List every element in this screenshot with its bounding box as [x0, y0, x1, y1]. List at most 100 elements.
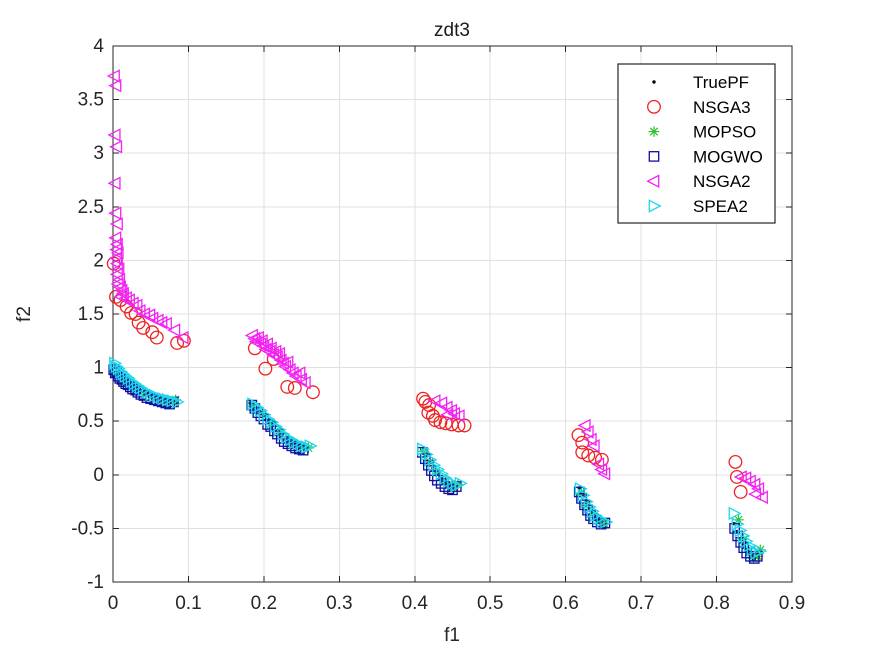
spea2-marker — [262, 412, 276, 426]
spea2-marker — [112, 361, 126, 376]
asterisk-arm — [734, 515, 743, 524]
y-axis-label: f2 — [14, 306, 35, 322]
spea2-marker — [115, 365, 129, 379]
y-tick-label: 1.5 — [78, 304, 104, 325]
nsga2-marker — [142, 308, 156, 322]
y-tick-label: 1 — [93, 358, 104, 379]
nsga3-marker — [433, 415, 448, 430]
nsga2-marker — [107, 176, 121, 190]
nsga3-marker — [728, 454, 743, 469]
x-tick-label: 0.7 — [628, 593, 654, 614]
nsga2-marker — [167, 323, 181, 337]
spea2-marker — [247, 397, 261, 411]
y-tick-label: 3 — [93, 143, 104, 164]
legend-marker-mogwo — [648, 151, 660, 162]
x-tick-label: 0.6 — [552, 593, 578, 614]
spea2-marker — [269, 419, 283, 434]
nsga2-marker — [110, 246, 124, 260]
legend-label-mogwo: MOGWO — [693, 147, 763, 166]
y-tick-label: 2.5 — [78, 197, 104, 218]
x-tick-label: 0.3 — [326, 593, 352, 614]
nsga3-marker — [575, 435, 590, 450]
nsga3-marker — [421, 405, 436, 420]
spea2-marker — [734, 523, 748, 538]
x-tick-label: 0.2 — [251, 593, 277, 614]
spea2-marker — [420, 447, 434, 462]
nsga2-marker — [175, 330, 189, 345]
legend-glyph-nsga2 — [646, 174, 660, 188]
nsga2-marker — [440, 407, 454, 422]
legend-label-nsga3: NSGA3 — [693, 98, 751, 117]
x-tick-label: 0 — [108, 593, 119, 614]
legend-label-mopso: MOPSO — [693, 123, 756, 142]
legend-box — [617, 63, 776, 224]
y-tick-label: 2 — [93, 250, 104, 271]
spea2-marker — [296, 439, 310, 453]
tick-label-layer: 0 0.1 0.2 0.3 0.4 0.5 0.6 0.7 0.8 0.9 -1 -0.5 0 0.5 1 1… — [71, 36, 805, 614]
nsga2-marker — [112, 272, 126, 287]
spea2-marker — [110, 359, 124, 374]
legend-marker-spea2 — [648, 199, 662, 213]
spea2-marker — [416, 442, 431, 456]
y-tick-label: 0 — [93, 465, 104, 486]
nsga3-marker — [305, 385, 320, 400]
nsga3-marker — [136, 320, 151, 335]
nsga2-marker — [112, 280, 126, 294]
nsga2-marker — [292, 366, 306, 380]
legend-marker-nsga2 — [646, 174, 660, 188]
spea2-marker — [435, 466, 449, 481]
nsga2-marker — [580, 425, 594, 439]
spea2-marker — [304, 439, 318, 453]
legend-glyph-spea2 — [648, 199, 662, 213]
series-mogwo — [108, 364, 763, 564]
legend-marker-nsga3 — [647, 99, 661, 114]
legend: TruePF NSGA3 MOPSO MOGWO NSGA2 SPEA2 — [617, 63, 776, 224]
spea2-marker — [600, 515, 614, 529]
nsga2-marker — [297, 375, 311, 390]
nsga2-marker — [110, 277, 124, 291]
nsga2-marker — [108, 231, 122, 245]
spea2-marker — [577, 488, 591, 502]
nsga2-marker — [444, 403, 458, 418]
nsga2-marker — [109, 139, 123, 154]
y-tick-label: -0.5 — [71, 518, 104, 539]
spea2-marker — [266, 415, 280, 430]
spea2-marker — [157, 391, 171, 406]
spea2-marker — [439, 471, 453, 485]
asterisk-arm — [756, 545, 765, 555]
x-tick-label: 0.4 — [402, 593, 429, 614]
nsga2-marker — [591, 457, 605, 471]
nsga2-marker — [275, 356, 289, 371]
spea2-marker — [432, 462, 446, 477]
nsga2-marker — [748, 487, 762, 501]
y-tick-label: 0.5 — [78, 411, 104, 432]
y-tick-label: 4 — [93, 36, 104, 57]
x-tick-label: 0.9 — [779, 593, 805, 614]
nsga3-marker — [733, 485, 748, 499]
nsga2-marker — [108, 78, 122, 93]
spea2-marker — [737, 529, 751, 543]
nsga2-marker — [733, 470, 747, 484]
spea2-marker — [277, 427, 291, 441]
legend-label-truepf: TruePF — [693, 73, 749, 92]
legend-glyph-mogwo — [648, 151, 660, 162]
nsga2-marker — [108, 206, 122, 221]
nsga2-marker — [106, 69, 120, 83]
nsga3-marker — [729, 469, 744, 484]
spea2-marker — [284, 432, 299, 447]
spea2-marker — [254, 403, 268, 418]
nsga3-marker — [131, 315, 146, 330]
spea2-marker — [161, 392, 176, 407]
nsga2-marker — [583, 432, 597, 447]
spea2-marker — [273, 423, 287, 437]
x-axis-label: f1 — [444, 625, 460, 646]
nsga2-marker — [109, 242, 123, 257]
spea2-marker — [250, 400, 265, 415]
nsga2-marker — [434, 396, 448, 410]
nsga3-marker — [170, 335, 185, 350]
legend-label-nsga2: NSGA2 — [693, 172, 751, 191]
legend-marker-truepf — [652, 80, 656, 84]
nsga2-marker — [597, 466, 611, 481]
x-tick-label: 0.5 — [477, 593, 503, 614]
